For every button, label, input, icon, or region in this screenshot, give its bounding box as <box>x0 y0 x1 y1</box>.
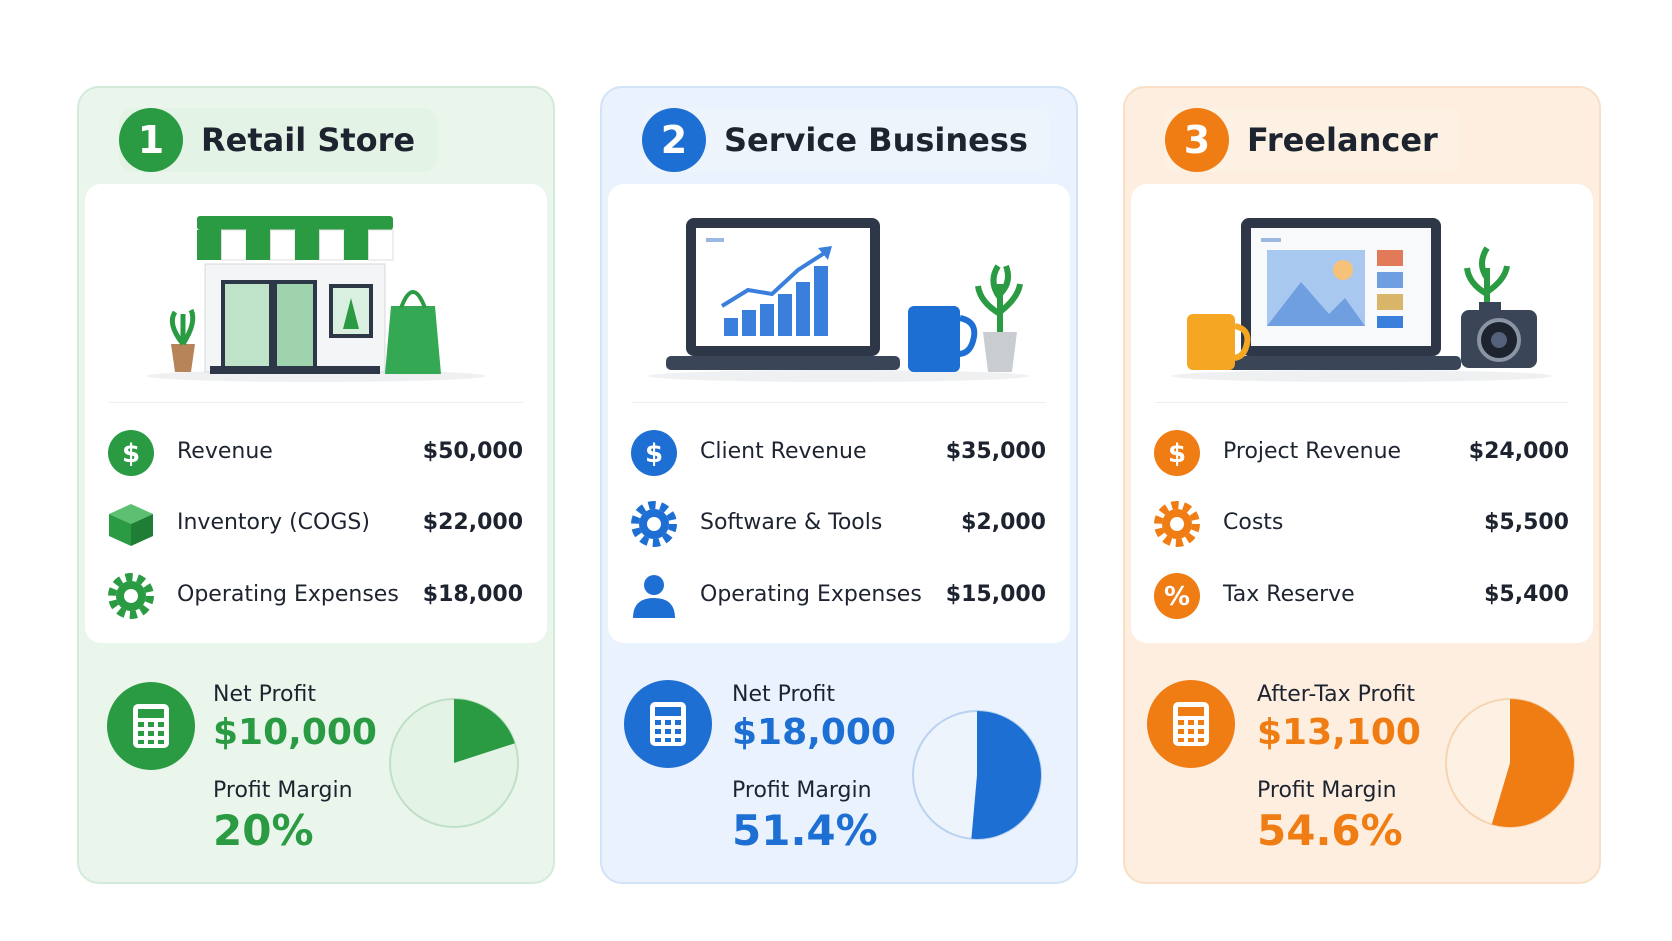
item-icon: % <box>1154 573 1200 619</box>
item-amount: $5,500 <box>1484 510 1569 535</box>
item-label: Costs <box>1223 510 1284 535</box>
profit-value: $18,000 <box>732 712 896 753</box>
item-row: Operating Expenses $15,000 <box>608 568 1070 624</box>
item-icon <box>109 504 153 546</box>
item-icon: $ <box>108 430 154 476</box>
item-label: Client Revenue <box>700 439 867 464</box>
item-label: Inventory (COGS) <box>177 510 370 535</box>
profit-label: Net Profit <box>213 682 316 707</box>
profit-value: $13,100 <box>1257 712 1421 753</box>
card-title: Freelancer <box>1247 121 1438 159</box>
item-row: % Tax Reserve $5,400 <box>1131 568 1593 624</box>
item-icon-text: % <box>1164 582 1190 612</box>
item-amount: $15,000 <box>945 582 1046 607</box>
item-label: Software & Tools <box>700 510 883 535</box>
calculator-icon <box>107 682 195 770</box>
item-amount: $22,000 <box>422 510 523 535</box>
item-row: Operating Expenses $18,000 <box>85 568 547 624</box>
margin-value: 20% <box>213 806 314 855</box>
store-illustration <box>146 216 486 382</box>
item-row: $ Revenue $50,000 <box>85 425 547 481</box>
card-title: Retail Store <box>201 121 416 159</box>
item-icon <box>108 573 154 619</box>
margin-pie <box>912 710 1042 840</box>
header: 3 Freelancer <box>1165 108 1460 172</box>
calculator-icon <box>1147 680 1235 768</box>
item-icon <box>631 501 677 547</box>
card: 1 Retail Store $ Revenue $50,000 Inventor… <box>77 86 555 884</box>
item-icon <box>633 575 675 618</box>
freelancer-illustration <box>1172 218 1552 382</box>
card: 3 Freelancer $ Project Revenue $24,000 Co… <box>1123 86 1601 884</box>
item-row: $ Project Revenue $24,000 <box>1131 425 1593 481</box>
card-number: 3 <box>1165 108 1229 172</box>
header: 1 Retail Store <box>119 108 438 172</box>
card-number: 1 <box>119 108 183 172</box>
item-label: Revenue <box>177 439 273 464</box>
item-row: $ Client Revenue $35,000 <box>608 425 1070 481</box>
item-label: Operating Expenses <box>700 582 922 607</box>
item-amount: $2,000 <box>961 510 1046 535</box>
item-amount: $35,000 <box>945 439 1046 464</box>
margin-label: Profit Margin <box>213 778 353 803</box>
margin-value: 54.6% <box>1257 806 1403 855</box>
separator <box>1155 402 1569 403</box>
pie-wedge <box>454 699 515 763</box>
margin-value: 51.4% <box>732 806 878 855</box>
pie-wedge <box>971 711 1041 839</box>
item-label: Operating Expenses <box>177 582 399 607</box>
header: 2 Service Business <box>642 108 1050 172</box>
panel: $ Revenue $50,000 Inventory (COGS) $22,0… <box>85 184 547 643</box>
pie-wedge <box>1491 699 1574 827</box>
profit-value: $10,000 <box>213 712 377 753</box>
calculator-icon <box>624 680 712 768</box>
profit-label: After-Tax Profit <box>1257 682 1416 707</box>
separator <box>632 402 1046 403</box>
item-icon: $ <box>1154 430 1200 476</box>
panel: $ Client Revenue $35,000 Software & Tool… <box>608 184 1070 643</box>
item-label: Project Revenue <box>1223 439 1402 464</box>
item-icon: $ <box>631 430 677 476</box>
card-title: Service Business <box>724 121 1028 159</box>
panel: $ Project Revenue $24,000 Costs $5,500 %… <box>1131 184 1593 643</box>
card-number: 2 <box>642 108 706 172</box>
margin-label: Profit Margin <box>1257 778 1397 803</box>
item-amount: $5,400 <box>1484 582 1569 607</box>
item-amount: $24,000 <box>1468 439 1569 464</box>
item-row: Software & Tools $2,000 <box>608 496 1070 552</box>
profit-label: Net Profit <box>732 682 835 707</box>
margin-label: Profit Margin <box>732 778 872 803</box>
separator <box>109 402 523 403</box>
item-row: Inventory (COGS) $22,000 <box>85 496 547 552</box>
item-row: Costs $5,500 <box>1131 496 1593 552</box>
margin-pie <box>1445 698 1575 828</box>
item-icon <box>1154 501 1200 547</box>
card: 2 Service Business $ Client Revenue $35,0… <box>600 86 1078 884</box>
item-amount: $18,000 <box>422 582 523 607</box>
laptop-illustration <box>649 218 1029 382</box>
item-label: Tax Reserve <box>1223 582 1355 607</box>
item-amount: $50,000 <box>422 439 523 464</box>
item-icon-text: $ <box>645 439 663 469</box>
item-icon-text: $ <box>122 439 140 469</box>
item-icon-text: $ <box>1168 439 1186 469</box>
margin-pie <box>389 698 519 828</box>
